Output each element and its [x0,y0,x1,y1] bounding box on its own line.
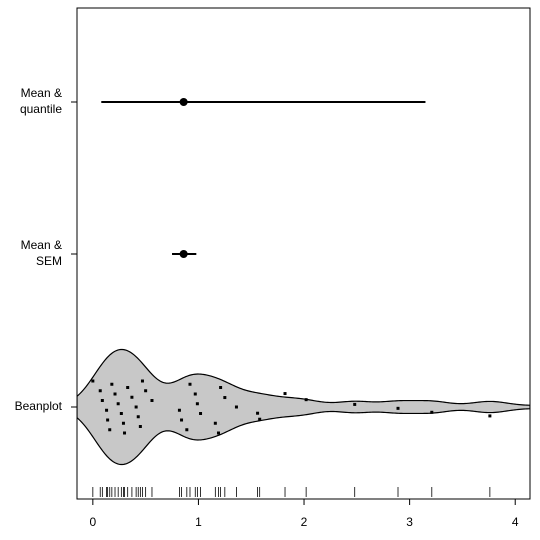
point [116,402,120,406]
point [138,425,142,428]
point [430,410,434,414]
point [304,398,308,402]
category-label: SEM [36,254,62,268]
point [180,418,184,422]
x-tick-label: 2 [301,515,308,529]
point [91,379,95,383]
point [150,399,154,402]
point [199,412,203,415]
point [195,402,199,406]
point [185,428,189,432]
point [258,417,262,421]
category-label: Mean & [21,86,62,100]
point [188,382,192,386]
point [106,418,110,422]
mean-dot [179,250,188,258]
point [216,431,220,435]
point [213,421,217,425]
mean-dot [179,98,188,106]
point [121,421,125,425]
point [136,415,140,419]
point [126,386,130,389]
point [113,392,117,396]
point [119,412,123,415]
point [123,431,127,435]
point [98,389,102,393]
category-label: quantile [20,102,62,116]
point [105,408,109,412]
point [144,389,148,393]
x-tick-label: 1 [195,515,202,529]
point [110,382,114,386]
point [193,392,197,396]
point [396,406,400,410]
point [223,396,227,400]
category-label: Beanplot [15,399,63,413]
x-tick-label: 4 [512,515,519,529]
point [130,395,134,399]
point [283,392,287,396]
point [134,405,138,409]
plot-area [77,98,530,497]
point [488,414,492,418]
point [353,402,357,406]
x-tick-label: 3 [406,515,413,529]
point [108,428,112,432]
point [256,411,260,415]
point [219,386,223,389]
category-label: Mean & [21,238,62,252]
point [177,408,181,412]
point [234,405,238,409]
point [140,379,144,383]
point [100,399,104,402]
bean [77,348,530,466]
x-tick-label: 0 [89,515,96,529]
